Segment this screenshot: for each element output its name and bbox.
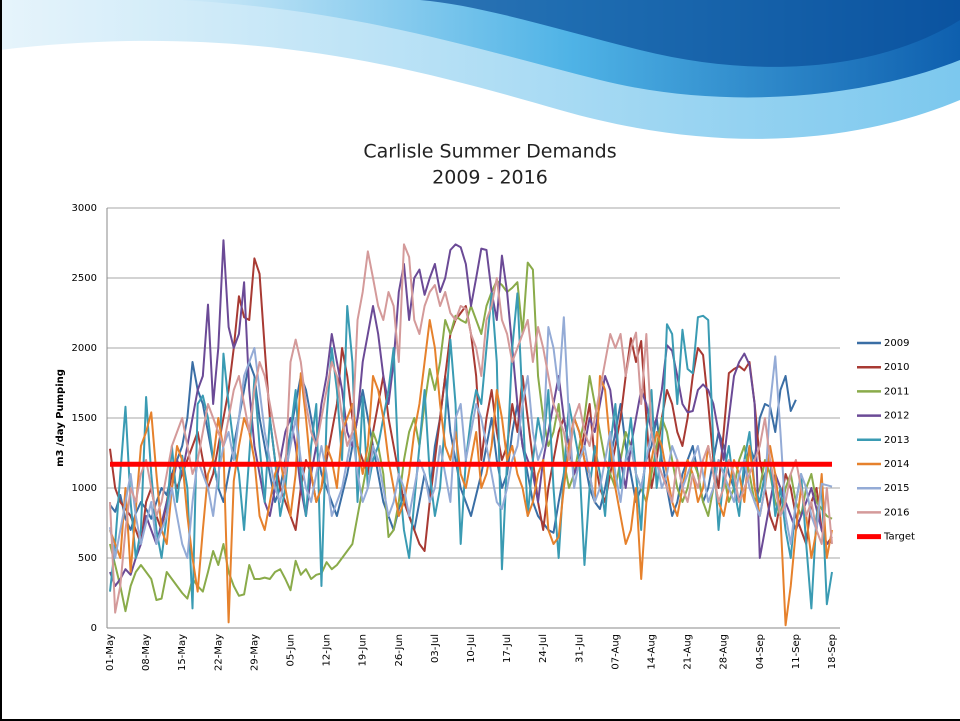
legend-label: 2012 [884,411,909,422]
y-tick-label: 500 [78,553,97,564]
y-tick-label: 1000 [72,483,97,494]
legend-label: 2011 [884,386,909,397]
x-tick-label: 05-Jun [286,634,297,667]
x-tick-label: 07-Aug [610,634,621,670]
x-tick-label: 03-Jul [430,634,441,663]
x-tick-label: 29-May [249,634,260,671]
x-tick-label: 14-Aug [647,634,658,670]
x-tick-label: 12-Jun [322,634,333,667]
x-tick-label: 31-Jul [574,634,585,663]
x-tick-label: 17-Jul [502,634,513,663]
legend-label: Target [883,532,915,543]
y-tick-label: 3000 [72,203,97,214]
y-tick-label: 2500 [72,273,97,284]
y-tick-label: 0 [91,623,97,634]
y-tick-label: 2000 [72,343,97,354]
legend-label: 2010 [884,362,909,373]
x-tick-label: 26-Jun [394,634,405,667]
y-axis-label: m3 /day Pumping [55,369,66,467]
x-tick-label: 11-Sep [791,634,802,669]
slide: Carlisle Summer Demands 2009 - 2016 m3 /… [0,0,960,721]
x-tick-label: 04-Sep [755,634,766,669]
x-tick-label: 22-May [213,634,224,671]
legend-label: 2015 [884,483,909,494]
x-tick-label: 15-May [177,634,188,671]
legend-label: 2014 [884,459,909,470]
x-tick-label: 24-Jul [538,634,549,663]
x-tick-label: 19-Jun [358,634,369,667]
y-tick-label: 1500 [72,413,97,424]
x-tick-label: 01-May [105,634,116,671]
x-tick-label: 28-Aug [719,634,730,670]
chart-subtitle: 2009 - 2016 [432,167,548,189]
x-tick-label: 08-May [141,634,152,671]
x-tick-label: 21-Aug [683,634,694,670]
x-tick-label: 10-Jul [466,634,477,663]
legend-label: 2009 [884,338,909,349]
chart-title: Carlisle Summer Demands [363,141,616,163]
x-tick-label: 18-Sep [827,634,838,669]
legend-label: 2016 [884,507,909,518]
legend-label: 2013 [884,435,909,446]
